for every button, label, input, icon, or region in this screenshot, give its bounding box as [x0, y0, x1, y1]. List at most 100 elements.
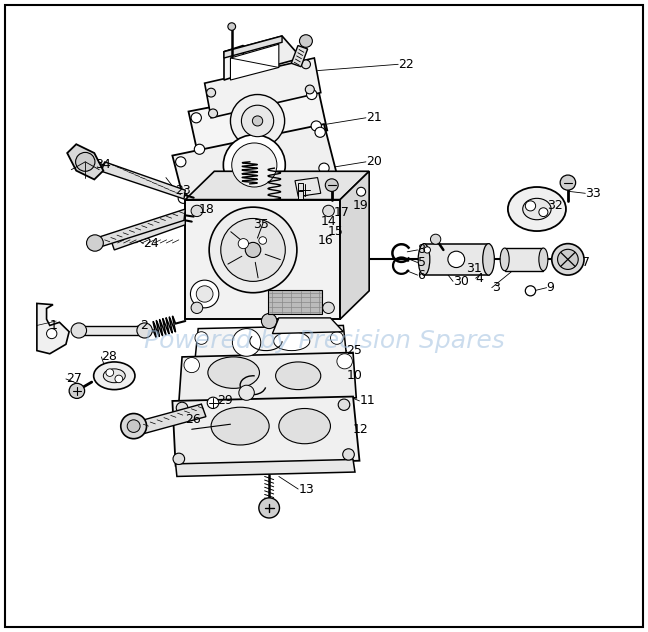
Circle shape: [121, 413, 146, 439]
Polygon shape: [340, 171, 369, 319]
Ellipse shape: [483, 244, 494, 275]
Circle shape: [191, 302, 203, 313]
Circle shape: [338, 399, 350, 410]
Text: 3: 3: [492, 281, 500, 294]
Text: 7: 7: [582, 256, 590, 269]
Text: 9: 9: [547, 281, 555, 294]
Circle shape: [178, 193, 189, 204]
Circle shape: [323, 302, 334, 313]
Text: 34: 34: [95, 159, 111, 171]
Circle shape: [299, 185, 310, 196]
Circle shape: [526, 201, 536, 211]
Polygon shape: [97, 209, 185, 248]
Circle shape: [311, 121, 321, 131]
Text: 14: 14: [321, 215, 336, 228]
Circle shape: [137, 323, 152, 338]
Ellipse shape: [208, 357, 259, 388]
Polygon shape: [137, 404, 206, 434]
Polygon shape: [231, 44, 279, 80]
Text: 21: 21: [366, 111, 382, 125]
Text: 4: 4: [476, 272, 483, 285]
Circle shape: [259, 498, 279, 518]
Ellipse shape: [103, 369, 125, 383]
Circle shape: [560, 175, 575, 190]
Text: 35: 35: [253, 218, 269, 231]
Ellipse shape: [275, 362, 321, 389]
Text: 25: 25: [347, 344, 362, 357]
Circle shape: [539, 208, 548, 217]
Circle shape: [526, 286, 536, 296]
Polygon shape: [292, 46, 308, 67]
Polygon shape: [111, 219, 185, 250]
Text: Powered by Precision Spares: Powered by Precision Spares: [144, 329, 504, 353]
Text: 1: 1: [50, 319, 58, 332]
Text: 32: 32: [547, 199, 562, 212]
Polygon shape: [424, 244, 489, 275]
Circle shape: [195, 332, 208, 344]
Circle shape: [115, 375, 122, 383]
Circle shape: [299, 35, 312, 47]
Circle shape: [87, 235, 103, 251]
Ellipse shape: [500, 248, 509, 270]
Circle shape: [239, 386, 254, 400]
Circle shape: [191, 280, 219, 308]
Polygon shape: [172, 124, 337, 206]
Text: 28: 28: [101, 350, 117, 363]
Circle shape: [356, 187, 365, 196]
Ellipse shape: [539, 248, 548, 270]
Circle shape: [261, 313, 277, 329]
Circle shape: [252, 116, 262, 126]
Text: 31: 31: [466, 262, 481, 276]
Circle shape: [231, 95, 284, 147]
Circle shape: [224, 135, 285, 195]
Circle shape: [207, 88, 216, 97]
Text: 10: 10: [347, 369, 362, 382]
Circle shape: [343, 449, 354, 460]
Circle shape: [424, 246, 430, 253]
Circle shape: [232, 143, 277, 187]
Polygon shape: [172, 396, 360, 466]
Polygon shape: [185, 171, 369, 200]
Ellipse shape: [94, 362, 135, 389]
Ellipse shape: [279, 408, 330, 444]
Circle shape: [209, 109, 218, 118]
Circle shape: [557, 249, 578, 269]
Ellipse shape: [418, 244, 430, 275]
Circle shape: [246, 243, 260, 257]
Polygon shape: [179, 353, 356, 403]
Bar: [268, 290, 323, 314]
Circle shape: [47, 329, 57, 339]
Polygon shape: [224, 46, 244, 80]
Text: 6: 6: [417, 269, 426, 282]
Circle shape: [551, 244, 584, 275]
Text: 2: 2: [140, 319, 148, 332]
Circle shape: [301, 60, 310, 69]
Text: 22: 22: [399, 58, 414, 71]
Bar: [79, 326, 143, 335]
Polygon shape: [272, 318, 343, 334]
Text: 5: 5: [417, 256, 426, 269]
Text: 30: 30: [453, 275, 469, 288]
Circle shape: [323, 205, 334, 217]
Text: 27: 27: [66, 372, 82, 386]
Text: 26: 26: [185, 413, 201, 427]
Text: 20: 20: [366, 155, 382, 168]
Circle shape: [209, 207, 297, 293]
Circle shape: [194, 144, 205, 154]
Ellipse shape: [273, 332, 310, 351]
Polygon shape: [195, 325, 347, 360]
Circle shape: [221, 219, 285, 281]
Text: 17: 17: [334, 205, 349, 219]
Polygon shape: [295, 178, 321, 197]
Polygon shape: [185, 200, 340, 319]
Text: 11: 11: [360, 394, 375, 408]
Polygon shape: [176, 459, 355, 477]
Circle shape: [184, 358, 200, 373]
Circle shape: [233, 329, 260, 356]
Ellipse shape: [523, 198, 551, 220]
Polygon shape: [205, 58, 321, 118]
Ellipse shape: [211, 407, 269, 445]
Circle shape: [259, 237, 266, 245]
Circle shape: [325, 179, 338, 191]
Polygon shape: [505, 248, 544, 270]
